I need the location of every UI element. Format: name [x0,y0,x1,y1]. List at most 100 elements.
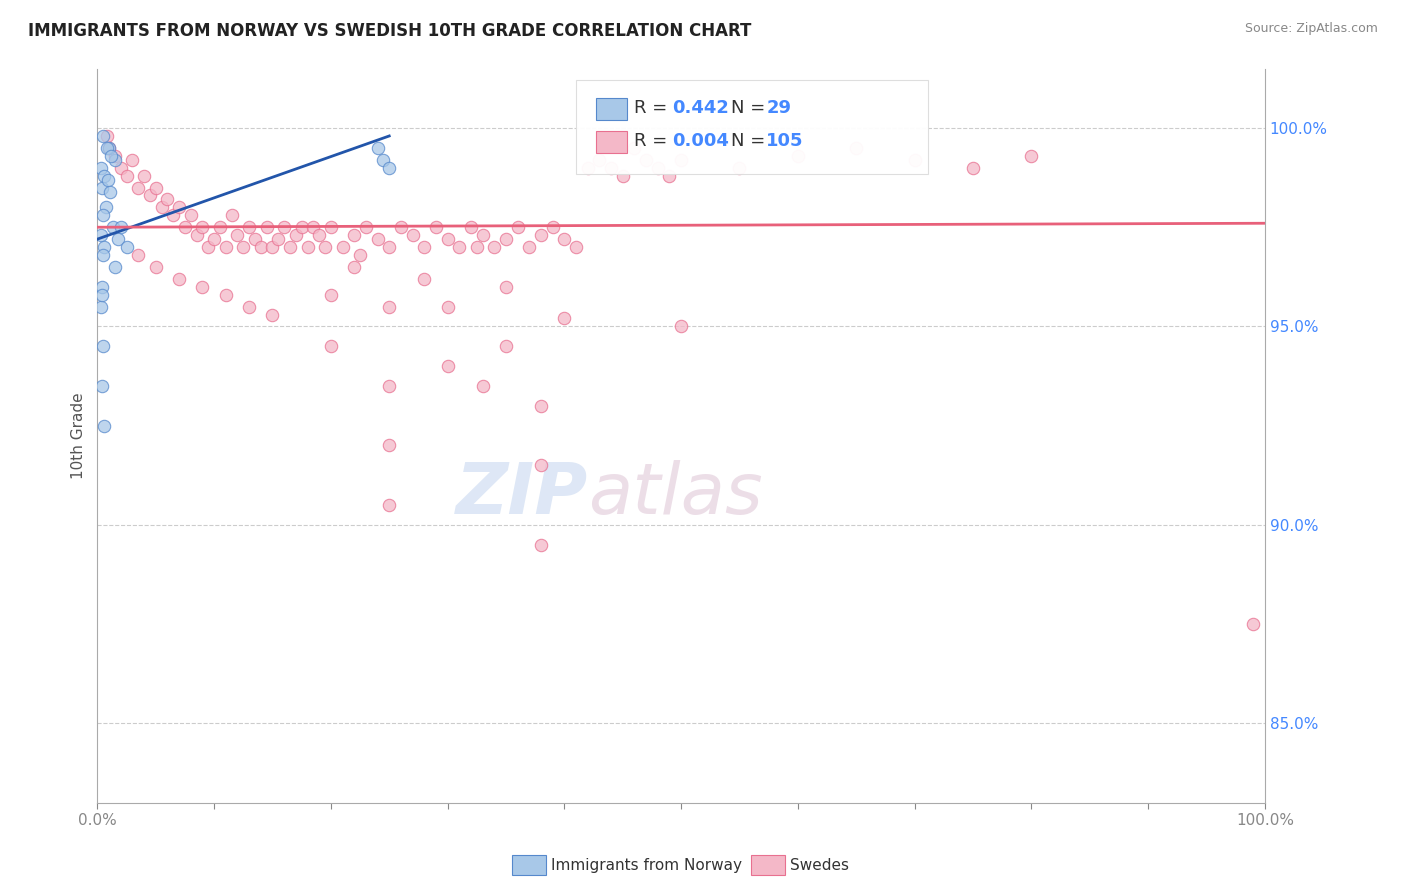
Point [1241,617,1264,632]
Point [436,232,458,246]
Point [367,232,389,246]
Point [786,149,808,163]
Point [93,240,115,254]
Point [302,220,325,235]
Point [215,287,238,301]
Point [354,220,377,235]
Point [314,240,336,254]
Point [101,220,124,235]
Point [221,208,243,222]
Point [565,240,588,254]
Text: 0.442: 0.442 [672,99,728,117]
Point [191,279,214,293]
Point [167,200,190,214]
Point [612,169,634,183]
Point [256,220,278,235]
Point [104,149,127,163]
Point [436,300,458,314]
Point [669,153,692,167]
Point [319,287,342,301]
Point [904,153,927,167]
Point [91,248,114,262]
Point [465,240,488,254]
Point [238,300,260,314]
Point [367,141,389,155]
Point [378,300,401,314]
Text: Swedes: Swedes [790,858,849,872]
Point [517,240,540,254]
Text: N =: N = [731,132,770,150]
Point [145,180,167,194]
Text: N =: N = [731,99,770,117]
Point [401,228,423,243]
Point [373,153,395,167]
Point [150,200,173,214]
Point [332,240,354,254]
Point [115,169,138,183]
Point [530,538,553,552]
Point [636,153,658,167]
Point [669,319,692,334]
Point [191,220,214,235]
Point [553,232,575,246]
Point [104,260,127,274]
Point [238,220,260,235]
Point [389,220,412,235]
Point [96,141,118,155]
Point [91,287,114,301]
Point [110,161,132,175]
Point [93,418,115,433]
Text: ZIP: ZIP [456,459,588,529]
Point [186,228,208,243]
Point [413,240,436,254]
Point [349,248,371,262]
Point [91,339,114,353]
Point [107,232,129,246]
Point [104,153,127,167]
Y-axis label: 10th Grade: 10th Grade [72,392,86,479]
Point [495,279,517,293]
Point [226,228,249,243]
Point [249,240,271,254]
Point [97,172,120,186]
Point [530,458,553,473]
Point [343,260,366,274]
Point [378,379,401,393]
Point [449,240,471,254]
Text: Source: ZipAtlas.com: Source: ZipAtlas.com [1244,22,1378,36]
Point [378,498,401,512]
Point [600,161,623,175]
Point [506,220,529,235]
Point [91,128,114,143]
Point [145,260,167,274]
Point [115,240,138,254]
Point [94,200,117,214]
Point [460,220,482,235]
Point [96,128,118,143]
Point [530,399,553,413]
Point [98,141,121,155]
Point [110,220,132,235]
Point [658,169,681,183]
Point [319,339,342,353]
Point [623,141,645,155]
Point [197,240,219,254]
Point [553,311,575,326]
Point [93,169,115,183]
Point [262,308,284,322]
Point [208,220,231,235]
Point [588,153,610,167]
Point [91,279,114,293]
Point [484,240,506,254]
Point [962,161,984,175]
Point [495,232,517,246]
Point [91,208,114,222]
Point [91,379,114,393]
Point [174,220,197,235]
Point [319,220,342,235]
Point [728,161,751,175]
Point [139,188,162,202]
Point [413,272,436,286]
Point [91,180,114,194]
Point [90,300,112,314]
